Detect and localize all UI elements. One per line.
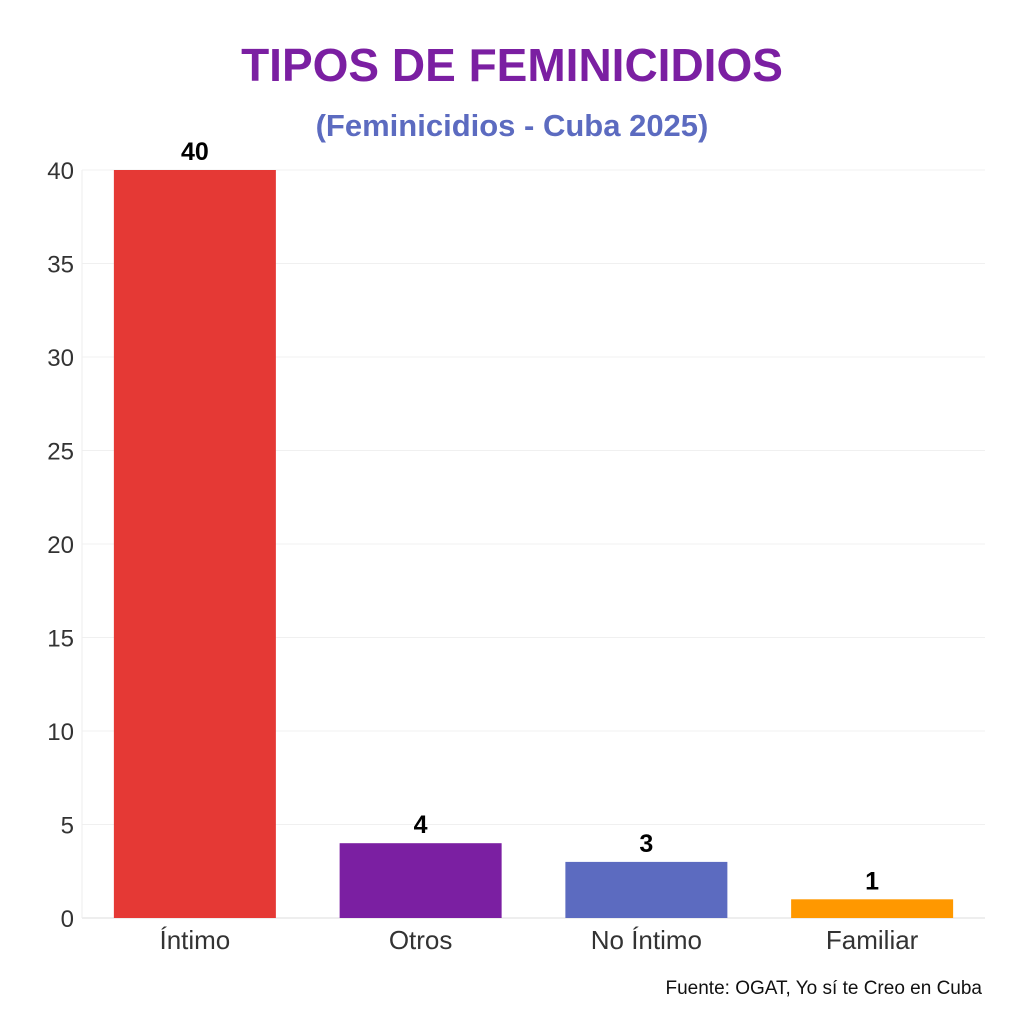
x-tick-label: Íntimo bbox=[159, 925, 230, 955]
x-tick-label: No Íntimo bbox=[591, 925, 702, 955]
y-tick-label: 30 bbox=[47, 345, 74, 372]
data-label: 1 bbox=[865, 867, 879, 895]
y-tick-label: 5 bbox=[61, 813, 74, 840]
bar-no-íntimo bbox=[565, 861, 728, 918]
y-tick-label: 10 bbox=[47, 719, 74, 746]
x-tick-label: Familiar bbox=[826, 925, 919, 955]
x-tick-label: Otros bbox=[389, 925, 453, 955]
chart-title: TIPOS DE FEMINICIDIOS bbox=[241, 39, 783, 91]
y-tick-label: 15 bbox=[47, 626, 74, 653]
data-label: 3 bbox=[639, 830, 653, 858]
y-tick-label: 35 bbox=[47, 252, 74, 279]
data-label: 4 bbox=[414, 811, 428, 839]
data-label: 40 bbox=[181, 138, 209, 166]
y-tick-label: 40 bbox=[47, 158, 74, 185]
bar-íntimo bbox=[113, 170, 276, 918]
y-tick-label: 0 bbox=[61, 906, 74, 933]
y-tick-label: 25 bbox=[47, 439, 74, 466]
chart-subtitle: (Feminicidios - Cuba 2025) bbox=[315, 108, 709, 143]
y-tick-label: 20 bbox=[47, 532, 74, 559]
bar-familiar bbox=[791, 899, 954, 918]
bar-otros bbox=[339, 843, 502, 918]
source-note: Fuente: OGAT, Yo sí te Creo en Cuba bbox=[665, 978, 983, 999]
